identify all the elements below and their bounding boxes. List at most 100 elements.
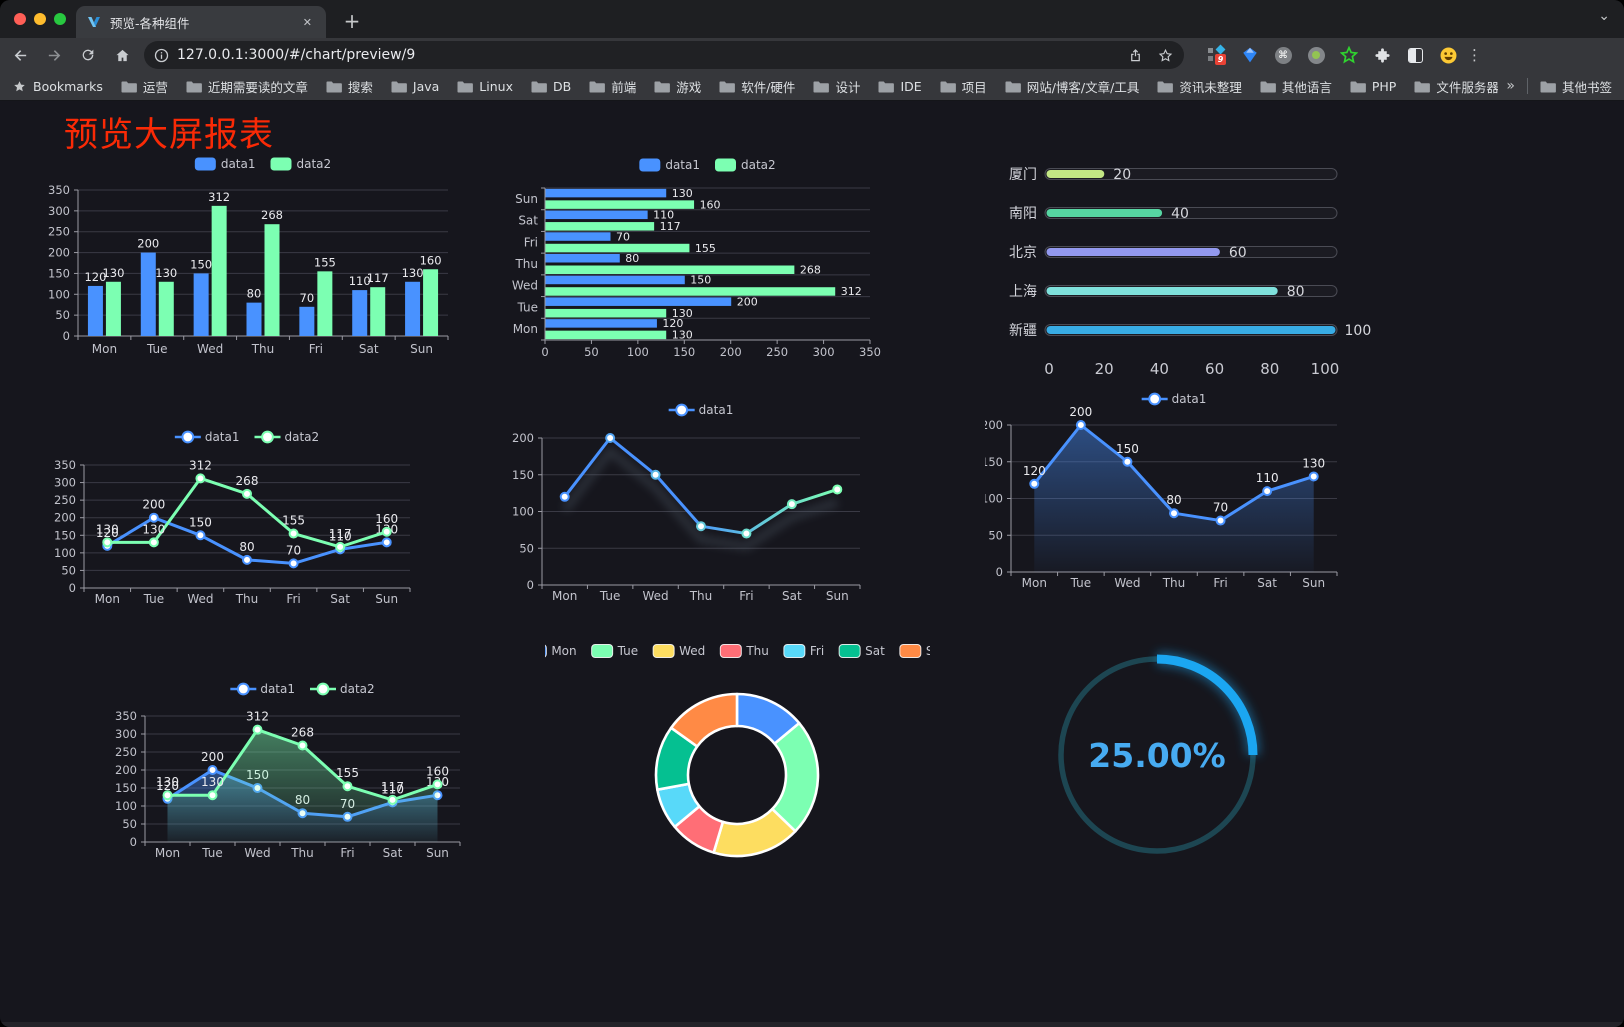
- svg-text:80: 80: [1260, 360, 1279, 378]
- bookmark-folder[interactable]: 资讯未整理: [1157, 77, 1242, 96]
- svg-text:100: 100: [1345, 323, 1372, 339]
- svg-text:Wed: Wed: [187, 592, 213, 606]
- svg-text:Fri: Fri: [739, 589, 753, 603]
- share-icon[interactable]: [1128, 47, 1143, 63]
- svg-text:70: 70: [1213, 501, 1228, 515]
- svg-text:80: 80: [239, 540, 254, 554]
- svg-text:Fri: Fri: [1213, 576, 1227, 590]
- new-tab-button[interactable]: +: [343, 9, 361, 33]
- bookmark-folder[interactable]: 设计: [813, 77, 860, 96]
- dark-mode-toggle-icon[interactable]: [1404, 44, 1426, 66]
- bookmark-folder[interactable]: Linux: [457, 79, 513, 94]
- other-bookmarks-folder[interactable]: 其他书签: [1540, 77, 1612, 96]
- bookmark-folder[interactable]: PHP: [1350, 79, 1396, 94]
- bookmark-folder[interactable]: 其他语言: [1260, 77, 1332, 96]
- svg-text:150: 150: [54, 528, 76, 542]
- reload-button[interactable]: [74, 41, 102, 69]
- svg-text:Sun: Sun: [826, 589, 849, 603]
- extension-green-dot-icon[interactable]: [1305, 44, 1327, 66]
- tabstrip-chevron-icon[interactable]: ⌄: [1598, 8, 1610, 24]
- svg-text:Sat: Sat: [359, 342, 379, 356]
- svg-text:南阳: 南阳: [1009, 206, 1037, 222]
- svg-text:data1: data1: [699, 403, 734, 417]
- extensions-cluster: 9 ⌘: [1206, 44, 1459, 66]
- svg-text:120: 120: [662, 317, 683, 330]
- bookmark-folder[interactable]: 游戏: [654, 77, 701, 96]
- bookmarks-bar: Bookmarks 运营 近期需要读的文章 搜索 Java Linux DB 前端 游戏 软件/…: [0, 72, 1624, 101]
- bookmark-folder[interactable]: DB: [531, 79, 571, 94]
- svg-text:100: 100: [512, 505, 534, 519]
- svg-text:Thu: Thu: [251, 342, 275, 356]
- svg-text:100: 100: [1311, 360, 1340, 378]
- svg-text:40: 40: [1150, 360, 1169, 378]
- svg-text:Tue: Tue: [599, 589, 621, 603]
- svg-text:100: 100: [54, 546, 76, 560]
- bookmark-folder[interactable]: 搜索: [326, 77, 373, 96]
- svg-text:160: 160: [700, 198, 721, 211]
- bookmark-folder[interactable]: Java: [391, 79, 439, 94]
- svg-text:Sun: Sun: [375, 592, 398, 606]
- bookmark-folder[interactable]: 近期需要读的文章: [186, 77, 308, 96]
- bookmark-folder[interactable]: 文件服务器: [1414, 77, 1498, 96]
- extension-command-icon[interactable]: ⌘: [1272, 44, 1294, 66]
- extensions-puzzle-icon[interactable]: [1371, 44, 1393, 66]
- macos-window-controls[interactable]: [14, 13, 66, 25]
- extension-gem-icon[interactable]: [1239, 44, 1261, 66]
- chart-horizontal-bar[interactable]: 0 50 100 150 200 250 300 350 Sun 130 160 Sat 110 117 F…: [505, 152, 903, 364]
- close-window-button[interactable]: [14, 13, 26, 25]
- svg-text:268: 268: [291, 726, 314, 740]
- bookmarks-root[interactable]: Bookmarks: [12, 79, 103, 94]
- home-button[interactable]: [108, 41, 136, 69]
- url-text[interactable]: 127.0.0.1:3000/#/chart/preview/9: [177, 47, 416, 63]
- svg-text:Sat: Sat: [1257, 576, 1277, 590]
- bookmark-folder[interactable]: 前端: [589, 77, 636, 96]
- browser-toolbar: 127.0.0.1:3000/#/chart/preview/9 9: [0, 38, 1624, 72]
- svg-text:Tue: Tue: [143, 592, 165, 606]
- svg-text:155: 155: [314, 255, 336, 269]
- zoom-window-button[interactable]: [54, 13, 66, 25]
- site-info-icon[interactable]: [154, 48, 169, 63]
- svg-text:117: 117: [329, 527, 352, 541]
- chart-progress-ring[interactable]: 25.00%: [1040, 638, 1280, 878]
- svg-text:350: 350: [115, 709, 137, 723]
- svg-text:0: 0: [527, 578, 534, 592]
- svg-text:150: 150: [512, 468, 534, 482]
- svg-text:100: 100: [985, 492, 1003, 506]
- svg-text:Tue: Tue: [146, 342, 168, 356]
- chart-progress-bars[interactable]: 厦门 20 南阳 40 北京 60 上海 80 新疆 100 0 20 40 60 80 100: [995, 152, 1395, 387]
- svg-text:Fri: Fri: [340, 846, 354, 860]
- bookmark-folder[interactable]: 网站/博客/文章/工具: [1005, 77, 1139, 96]
- chart-grouped-bar[interactable]: 0 50 100 150 200 250 300 350 Mon Tue Wed Thu Fri Sat S…: [30, 150, 460, 364]
- svg-text:250: 250: [54, 493, 76, 507]
- chart-area-single[interactable]: 0 50 100 150 200 Mon Tue Wed Thu Fri Sat Sun 120 200 1…: [985, 390, 1385, 598]
- bookmark-folder[interactable]: 软件/硬件: [719, 77, 795, 96]
- svg-text:0: 0: [130, 835, 137, 849]
- chart-donut[interactable]: Mon Tue Wed Thu Fri Sat Sun: [545, 638, 930, 886]
- bookmarks-overflow-chevron[interactable]: »: [1506, 78, 1515, 94]
- svg-text:Tue: Tue: [617, 644, 639, 658]
- forward-button[interactable]: [40, 41, 68, 69]
- emoji-extension-icon[interactable]: [1437, 44, 1459, 66]
- bookmark-folder[interactable]: 运营: [121, 77, 168, 96]
- svg-text:新疆: 新疆: [1009, 323, 1037, 339]
- extension-badge: 9: [1215, 54, 1226, 65]
- extension-grid-badge-icon[interactable]: 9: [1206, 44, 1228, 66]
- svg-text:Fri: Fri: [810, 644, 824, 658]
- chart-gradient-line[interactable]: 0 50 100 150 200 Mon Tue Wed Thu Fri Sat Sun data1: [498, 398, 896, 610]
- tab-close-icon[interactable]: ✕: [302, 15, 312, 29]
- chart-line-two-series[interactable]: 0 50 100 150 200 250 300 350 Mon Tue Wed Thu Fri Sat S…: [38, 423, 430, 635]
- svg-text:150: 150: [690, 274, 711, 287]
- chart-area-two-series[interactable]: 0 50 100 150 200 250 300 350 Mon Tue Wed Thu Fri Sat S…: [103, 672, 495, 887]
- back-button[interactable]: [6, 41, 34, 69]
- bookmark-star-icon[interactable]: [1157, 47, 1174, 64]
- address-bar[interactable]: 127.0.0.1:3000/#/chart/preview/9: [144, 41, 1184, 69]
- svg-text:Thu: Thu: [1162, 576, 1186, 590]
- svg-text:20: 20: [1095, 360, 1114, 378]
- svg-text:250: 250: [48, 225, 70, 239]
- browser-menu-icon[interactable]: ⋮: [1467, 46, 1482, 64]
- minimize-window-button[interactable]: [34, 13, 46, 25]
- bookmark-folder[interactable]: 项目: [940, 77, 987, 96]
- extension-green-star-icon[interactable]: [1338, 44, 1360, 66]
- browser-tab[interactable]: 预览-各种组件 ✕: [76, 6, 326, 38]
- bookmark-folder[interactable]: IDE: [878, 79, 922, 94]
